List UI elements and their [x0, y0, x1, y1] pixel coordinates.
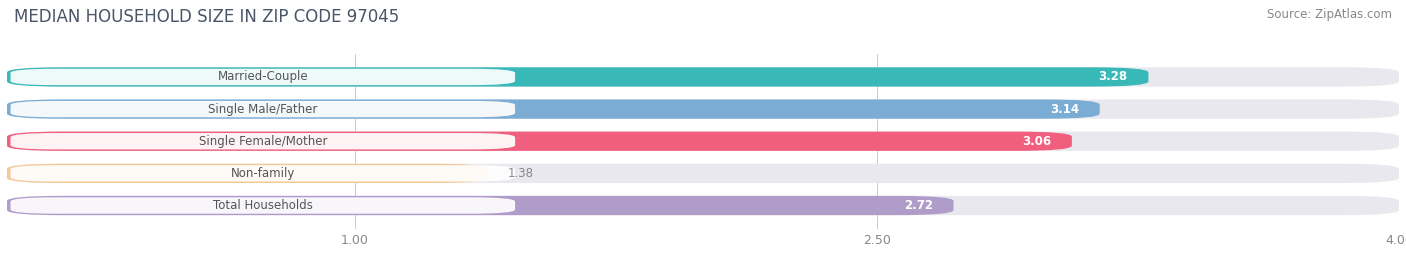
- Text: Source: ZipAtlas.com: Source: ZipAtlas.com: [1267, 8, 1392, 21]
- Text: 3.14: 3.14: [1050, 102, 1078, 116]
- FancyBboxPatch shape: [7, 164, 488, 183]
- FancyBboxPatch shape: [10, 197, 515, 214]
- FancyBboxPatch shape: [7, 132, 1399, 151]
- FancyBboxPatch shape: [7, 67, 1399, 87]
- FancyBboxPatch shape: [7, 100, 1399, 119]
- Text: 1.38: 1.38: [508, 167, 534, 180]
- FancyBboxPatch shape: [7, 196, 1399, 215]
- Text: Single Female/Mother: Single Female/Mother: [198, 135, 328, 148]
- Text: Single Male/Father: Single Male/Father: [208, 102, 318, 116]
- FancyBboxPatch shape: [10, 101, 515, 117]
- Text: 3.06: 3.06: [1022, 135, 1050, 148]
- Text: MEDIAN HOUSEHOLD SIZE IN ZIP CODE 97045: MEDIAN HOUSEHOLD SIZE IN ZIP CODE 97045: [14, 8, 399, 26]
- FancyBboxPatch shape: [7, 196, 953, 215]
- FancyBboxPatch shape: [7, 164, 1399, 183]
- FancyBboxPatch shape: [7, 100, 1099, 119]
- FancyBboxPatch shape: [7, 67, 1149, 87]
- Text: 2.72: 2.72: [904, 199, 932, 212]
- FancyBboxPatch shape: [10, 165, 515, 182]
- Text: Total Households: Total Households: [212, 199, 312, 212]
- Text: Non-family: Non-family: [231, 167, 295, 180]
- FancyBboxPatch shape: [10, 69, 515, 85]
- FancyBboxPatch shape: [7, 132, 1071, 151]
- FancyBboxPatch shape: [10, 133, 515, 149]
- Text: 3.28: 3.28: [1098, 70, 1128, 83]
- Text: Married-Couple: Married-Couple: [218, 70, 308, 83]
